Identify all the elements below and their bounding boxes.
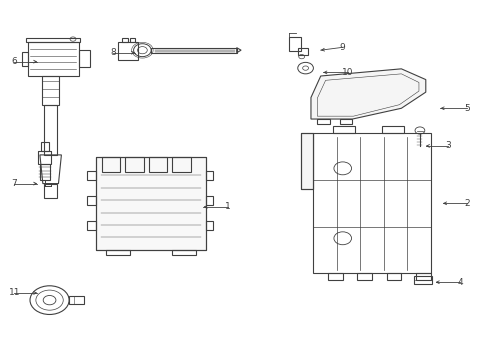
Bar (44, 184, 57, 198)
Bar (301, 134, 314, 189)
Bar (96, 157, 206, 250)
Bar (69, 296, 84, 305)
Bar (298, 48, 308, 55)
Bar (106, 250, 130, 255)
Bar (206, 221, 213, 230)
Bar (38, 151, 51, 164)
Bar (151, 48, 237, 53)
Bar (87, 196, 96, 205)
Bar (301, 134, 314, 189)
Bar (314, 134, 431, 273)
Text: 8: 8 (110, 48, 116, 57)
Bar (333, 126, 355, 134)
Text: 11: 11 (9, 288, 20, 297)
Bar (96, 157, 206, 250)
Text: 9: 9 (340, 43, 345, 52)
Text: 3: 3 (445, 141, 451, 150)
Bar (122, 39, 128, 42)
Bar (42, 76, 59, 105)
Bar (328, 273, 343, 280)
Text: 6: 6 (11, 57, 17, 66)
Bar (382, 126, 404, 134)
Bar (40, 164, 49, 180)
Text: 7: 7 (11, 179, 17, 188)
Bar (340, 119, 352, 125)
Bar (44, 105, 57, 155)
Bar (318, 119, 330, 125)
Text: 4: 4 (457, 278, 463, 287)
Text: 1: 1 (225, 202, 231, 211)
Bar (149, 157, 167, 172)
Bar (387, 273, 401, 280)
Bar (102, 157, 121, 172)
Bar (27, 42, 79, 76)
Bar (206, 196, 213, 205)
Bar (79, 50, 90, 67)
Bar (172, 157, 191, 172)
Bar (357, 273, 372, 280)
Text: 10: 10 (342, 68, 353, 77)
Bar (87, 171, 96, 180)
Polygon shape (311, 69, 426, 119)
Bar (130, 39, 135, 42)
Bar (172, 250, 196, 255)
Bar (87, 221, 96, 230)
Bar (414, 276, 432, 284)
Bar (416, 273, 431, 280)
Text: 5: 5 (465, 104, 470, 113)
Text: 2: 2 (465, 199, 470, 208)
Bar (125, 157, 144, 172)
Bar (22, 52, 27, 66)
Bar (118, 42, 138, 60)
Bar (206, 171, 213, 180)
Bar (26, 39, 80, 42)
Bar (289, 37, 301, 51)
Bar (41, 142, 49, 151)
